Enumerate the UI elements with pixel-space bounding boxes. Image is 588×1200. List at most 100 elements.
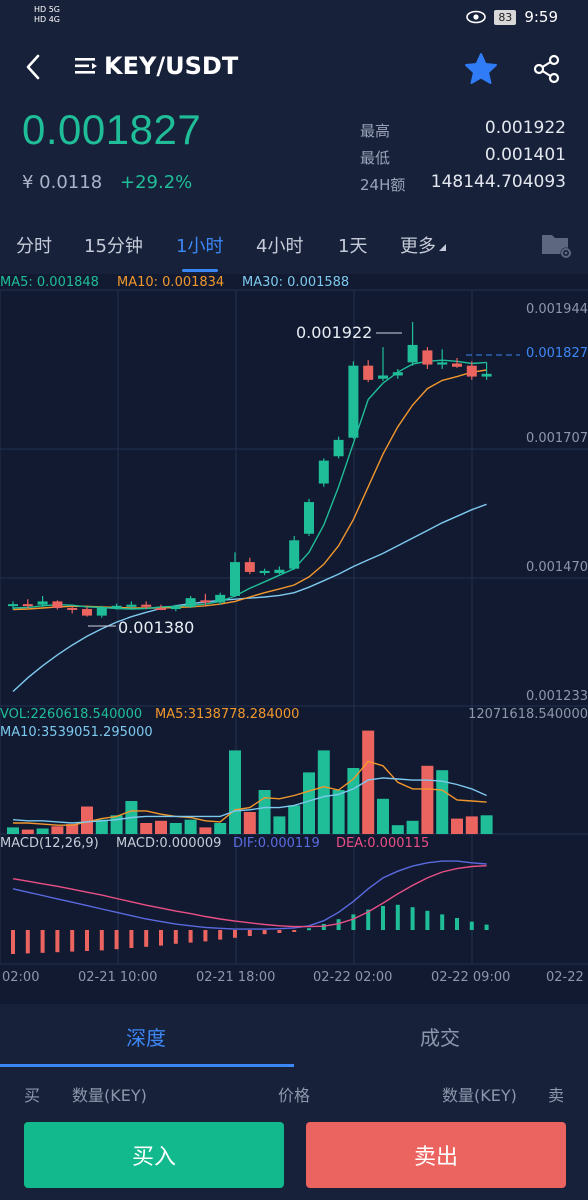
volume-bar-3 [51,826,64,834]
volume-bar-13 [199,827,212,834]
tab-15min[interactable]: 15分钟 [84,236,143,257]
buy-button[interactable]: 买入 [24,1122,284,1188]
ma5-line [12,359,487,610]
candle-body-19 [289,540,300,569]
signal-line-1: HD 5G [34,5,61,14]
volume-bar-9 [140,823,153,834]
macd-bar-22 [336,919,341,930]
kline-chart-area[interactable]: MA5: 0.001848 MA10: 0.001834 MA30: 0.001… [0,274,588,1004]
candle-body-0 [8,604,18,607]
macd-bar-21 [321,924,326,930]
candle-body-1 [22,604,33,607]
tab-timeshare[interactable]: 分时 [16,236,52,257]
stat-high-label: 最高 [360,122,391,140]
trade-action-bar: 买入 卖出 [0,1110,588,1200]
x-tick-5: 02-22 09:00 [431,970,511,985]
volume-bar-14 [214,823,227,834]
macd-bar-3 [55,930,60,953]
macd-bar-7 [114,930,119,950]
candle-body-29 [437,362,448,365]
volume-bar-19 [288,805,301,834]
folder-settings-icon[interactable] [540,230,574,260]
volume-bar-4 [66,824,79,834]
ticker-stats: 最高 0.001922 最低 0.001401 24H额 148144.7040… [360,118,566,199]
pair-selector[interactable]: KEY/USDT [74,52,238,80]
dea-value: DEA:0.000115 [336,836,430,851]
vol-legend: VOL:2260618.540000 [0,707,143,722]
candle-body-6 [96,607,107,616]
dif-line [12,860,487,930]
ma30-legend: MA30: 0.001588 [242,275,350,290]
dif-value: DIF:0.000119 [233,836,320,851]
vol-ma5-legend: MA5:3138778.284000 [155,707,300,722]
eye-icon [466,10,487,24]
star-icon[interactable] [464,52,498,86]
x-tick-1: 02:00 [2,970,40,985]
low-annotation: 0.001380 [118,618,195,637]
vol-max-label: 12071618.540000 [468,707,588,722]
tab-1hour[interactable]: 1小时 [176,236,224,257]
candle-body-21 [318,460,329,484]
high-annotation: 0.001922 [296,323,373,342]
macd-bar-8 [129,930,134,948]
tab-1day[interactable]: 1天 [338,236,368,257]
candle-body-13 [200,600,211,603]
volume-bar-17 [258,790,271,834]
stat-volume-value: 148144.704093 [430,172,566,192]
volume-bar-30 [451,818,463,834]
candle-body-23 [348,365,359,438]
dea-line [12,865,487,928]
back-arrow-icon[interactable] [20,50,48,84]
header: KEY/USDT [0,36,588,102]
change-percent: +29.2% [120,172,193,193]
tab-more[interactable]: 更多 [400,232,447,258]
macd-bar-9 [144,930,149,947]
y-tick-1: 0.001944 [525,302,588,317]
macd-lines [12,860,487,930]
macd-bar-14 [218,930,223,940]
col-sell: 卖 [548,1086,565,1105]
y-tick-4: 0.001233 [525,689,588,704]
macd-bar-18 [277,930,282,933]
candle-body-20 [304,502,314,534]
volume-bar-1 [21,829,34,834]
macd-bar-2 [40,930,45,953]
candle-body-8 [126,604,137,607]
sell-button[interactable]: 卖出 [306,1122,566,1188]
volume-ma10-line [12,777,487,824]
candle-body-14 [215,594,226,603]
tab-trades[interactable]: 成交 [420,1026,460,1050]
candle-body-17 [259,570,270,574]
candle-body-25 [378,375,388,379]
macd-bar-24 [366,909,371,930]
y-tick-2: 0.001707 [525,431,588,446]
stat-low-label: 最低 [360,149,391,167]
macd-title: MACD(12,26,9) [0,836,99,851]
volume-bar-2 [36,828,49,834]
caret-icon [439,244,446,251]
macd-bar-1 [25,930,30,954]
tab-4hour[interactable]: 4小时 [256,236,304,257]
ma10-legend: MA10: 0.001834 [117,275,225,290]
macd-bar-23 [351,914,356,930]
candle-body-26 [392,372,403,376]
chart-grid [0,289,588,965]
candle-body-15 [230,562,240,596]
volume-bar-26 [391,825,404,834]
macd-bar-6 [99,930,104,951]
candle-body-28 [422,350,433,365]
tab-depth[interactable]: 深度 [126,1026,166,1050]
candle-body-3 [52,601,63,608]
status-right: 83 9:59 [466,8,558,26]
macd-bar-4 [70,930,75,952]
candle-body-24 [363,365,374,380]
share-icon[interactable] [532,54,562,84]
macd-bar-13 [203,930,208,942]
volume-bar-12 [184,819,197,834]
macd-bar-29 [440,914,445,930]
volume-bar-24 [362,730,375,834]
candle-body-16 [244,562,255,572]
candlestick-chart[interactable] [0,274,588,1004]
volume-bar-25 [377,798,389,834]
vol-ma10-legend: MA10:3539051.295000 [0,725,153,740]
